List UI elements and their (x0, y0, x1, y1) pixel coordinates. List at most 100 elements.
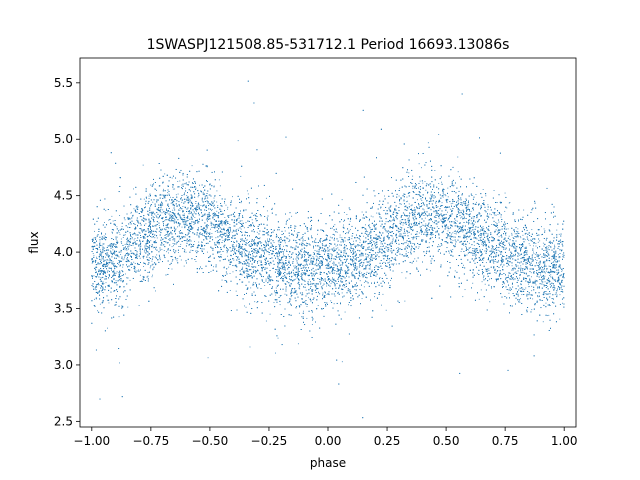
data-point (214, 230, 216, 232)
data-point (392, 237, 394, 239)
data-point (353, 260, 355, 262)
data-point (355, 267, 356, 269)
data-point (372, 216, 374, 218)
data-point (289, 272, 291, 274)
data-point (475, 194, 477, 195)
data-point (550, 274, 552, 276)
data-point (94, 260, 96, 262)
data-point (514, 233, 516, 235)
data-point (232, 196, 233, 198)
data-point (407, 256, 409, 258)
data-point (137, 269, 139, 271)
data-point (92, 240, 94, 242)
data-point (313, 274, 315, 276)
data-point (220, 254, 222, 256)
data-point (211, 209, 213, 211)
data-point (143, 266, 145, 267)
data-point (175, 228, 177, 230)
data-point (516, 230, 518, 232)
data-point (535, 245, 537, 247)
data-point (518, 220, 519, 222)
data-point (173, 226, 175, 228)
data-point (265, 197, 267, 199)
data-point (189, 198, 191, 200)
data-point (554, 293, 556, 295)
data-point (104, 275, 106, 277)
data-point (119, 215, 121, 216)
data-point (268, 251, 270, 253)
data-point (276, 246, 278, 248)
data-point (344, 246, 346, 248)
data-point (241, 220, 243, 222)
data-point (187, 232, 189, 234)
data-point (210, 204, 212, 206)
data-point (452, 249, 454, 250)
data-point (331, 254, 333, 256)
data-point (152, 201, 154, 203)
data-point (120, 286, 121, 288)
data-point (107, 327, 108, 329)
data-point (391, 243, 393, 245)
data-point (416, 193, 418, 195)
data-point (155, 188, 157, 190)
data-point (516, 292, 518, 294)
data-point (447, 219, 449, 221)
data-point (443, 194, 444, 196)
data-point (403, 242, 405, 244)
data-point (380, 237, 382, 239)
data-point (535, 253, 537, 255)
data-point (206, 226, 208, 228)
data-point (447, 227, 449, 229)
data-point (467, 221, 469, 223)
data-point (441, 222, 443, 224)
data-point (541, 234, 543, 236)
data-point (317, 268, 319, 270)
data-point (403, 239, 404, 241)
data-point (94, 241, 96, 243)
data-point (370, 256, 372, 258)
data-point (251, 219, 253, 221)
data-point (304, 249, 306, 251)
data-point (307, 297, 309, 299)
data-point (405, 277, 407, 279)
data-point (281, 250, 283, 252)
data-point (535, 284, 537, 286)
data-point (322, 292, 324, 294)
data-point (421, 205, 423, 206)
data-point (408, 217, 410, 219)
data-point (562, 254, 564, 256)
data-point (216, 241, 218, 242)
data-point (505, 240, 507, 242)
data-point (398, 235, 400, 237)
data-point (373, 238, 375, 239)
data-point (475, 256, 477, 258)
data-point (118, 232, 120, 234)
data-point (284, 239, 286, 241)
data-point (346, 213, 348, 215)
data-point (226, 231, 228, 233)
data-point (295, 241, 297, 243)
data-point (211, 233, 213, 235)
data-point (233, 241, 234, 243)
data-point (348, 255, 350, 257)
data-point (389, 227, 391, 229)
data-point (133, 239, 135, 241)
data-point (161, 248, 163, 250)
data-point (152, 269, 154, 271)
data-point (511, 269, 513, 271)
data-point (507, 257, 509, 259)
data-point (297, 343, 299, 345)
data-point (127, 226, 128, 228)
data-point (407, 208, 409, 210)
data-point (414, 244, 416, 246)
data-point (191, 165, 193, 167)
data-point (334, 283, 336, 285)
data-point (441, 181, 443, 183)
data-point (489, 301, 491, 303)
data-point (112, 249, 114, 251)
data-point (542, 321, 544, 323)
data-point (495, 222, 497, 224)
data-point (475, 257, 477, 259)
data-point (551, 262, 553, 264)
data-point (463, 228, 465, 230)
